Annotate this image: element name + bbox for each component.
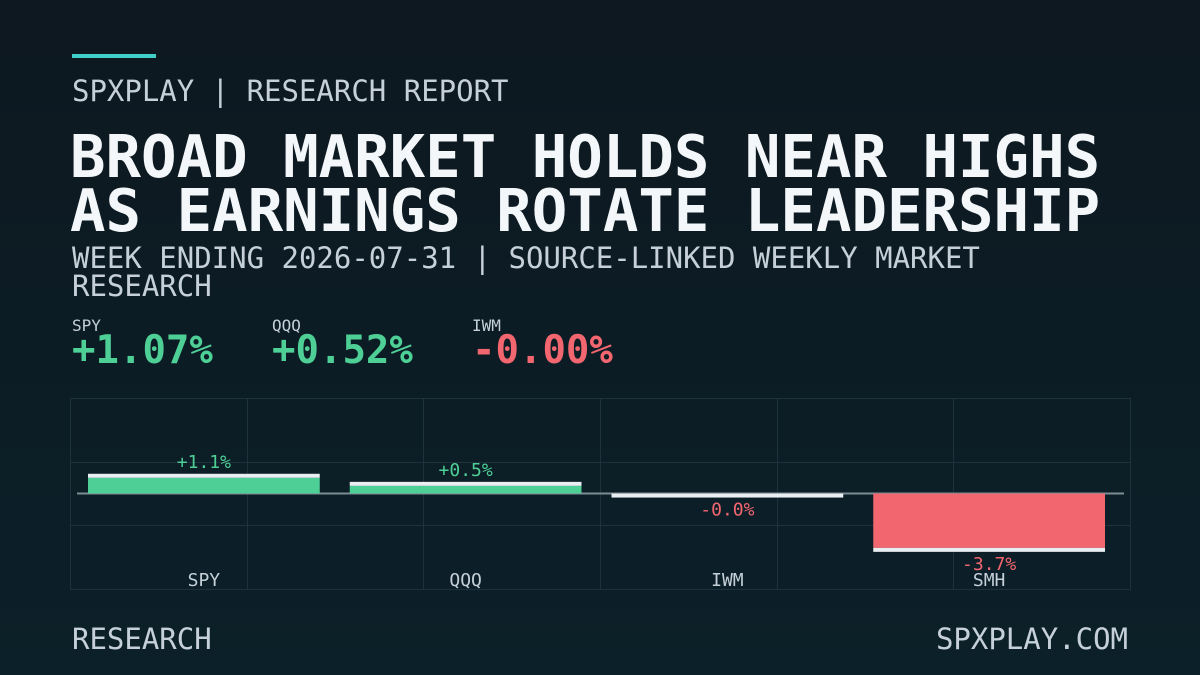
footer-left: RESEARCH: [72, 622, 212, 656]
stat-label: QQQ: [272, 316, 301, 335]
value-label: +0.5%: [439, 460, 493, 481]
x-tick-label: QQQ: [449, 570, 482, 591]
kicker: SPXPLAY | RESEARCH REPORT: [72, 74, 509, 108]
title: AS EARNINGS ROTATE LEADERSHIP: [70, 176, 1101, 245]
x-tick-label: SMH: [973, 570, 1006, 591]
title: BROAD MARKET HOLDS NEAR HIGHS: [70, 122, 1101, 191]
stat-label: SPY: [72, 316, 101, 335]
value-label: +1.1%: [177, 452, 231, 473]
bar-cap: [88, 473, 320, 478]
stat-value: +0.52%: [272, 328, 413, 373]
footer-right: SPXPLAY.COM: [935, 622, 1128, 656]
bar: [873, 493, 1105, 548]
x-tick-label: SPY: [188, 570, 221, 591]
bar-cap: [349, 481, 582, 486]
stat-label: IWM: [472, 316, 501, 335]
accent-bar: [72, 54, 156, 58]
bar-cap: [873, 547, 1105, 552]
stat-value: -0.00%: [472, 328, 613, 373]
value-label: -3.7%: [962, 554, 1016, 575]
subtitle: WEEK ENDING 2026-07-31 | SOURCE-LINKED W…: [72, 241, 980, 303]
bar-cap: [611, 493, 844, 498]
x-tick-label: IWM: [711, 570, 744, 591]
bar: [88, 477, 320, 494]
value-label: -0.0%: [700, 500, 754, 521]
chart: +1.1% SPY +0.5% QQQ -0.0% IWM -3.7%SMH: [70, 398, 1131, 591]
bar: [349, 485, 582, 494]
stat-value: +1.07%: [72, 328, 213, 373]
